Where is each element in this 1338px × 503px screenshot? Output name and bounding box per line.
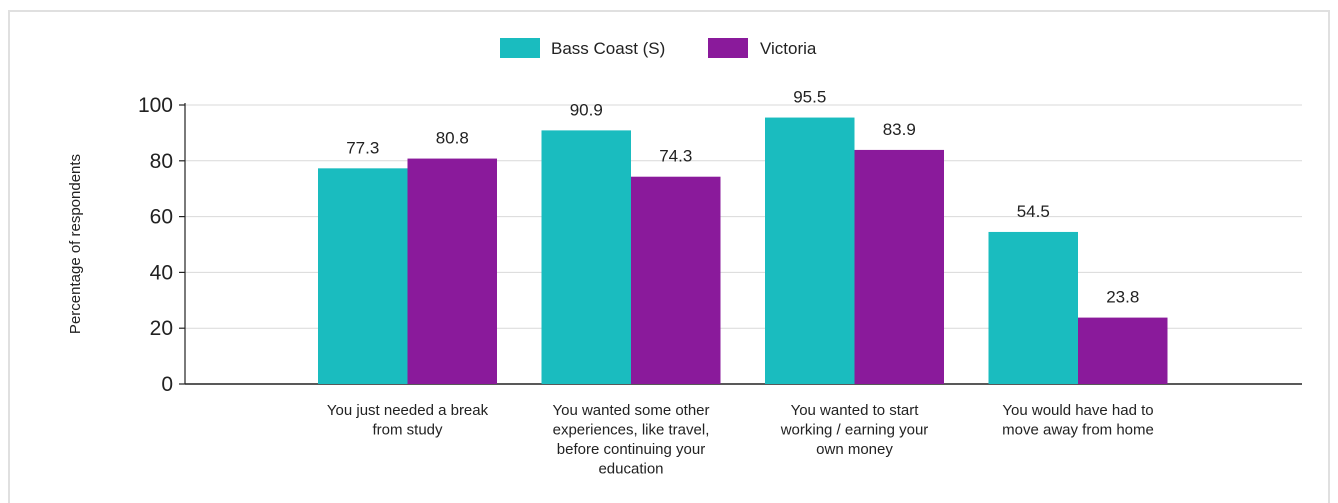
data-label: 83.9 [883, 120, 916, 139]
y-tick-label: 20 [150, 317, 173, 340]
y-tick-label: 60 [150, 206, 173, 229]
data-label: 90.9 [570, 100, 603, 119]
bar-bass-coast-1 [541, 130, 631, 384]
data-label: 95.5 [793, 88, 826, 107]
bar-victoria-2 [854, 149, 944, 384]
bar-bass-coast-3 [988, 231, 1078, 384]
data-label: 54.5 [1017, 202, 1050, 221]
bar-victoria-1 [631, 176, 721, 384]
data-label: 74.3 [659, 147, 692, 166]
legend-label-victoria: Victoria [760, 39, 817, 58]
y-tick-label: 80 [150, 150, 173, 173]
y-tick-label: 100 [138, 94, 173, 117]
bar-victoria-0 [407, 158, 497, 384]
category-label: You just needed a break from study [327, 402, 489, 439]
y-tick-label: 40 [150, 261, 173, 284]
data-label: 23.8 [1106, 288, 1139, 307]
category-label: You wanted to start working / earning you… [780, 402, 929, 458]
category-label: You wanted some other experiences, like t… [552, 402, 709, 478]
legend-label-bass-coast: Bass Coast (S) [551, 39, 665, 58]
bar-bass-coast-0 [318, 168, 408, 384]
y-axis-title: Percentage of respondents [67, 154, 84, 334]
data-label: 80.8 [436, 129, 469, 148]
legend-swatch-victoria [708, 38, 748, 58]
bar-bass-coast-2 [765, 117, 855, 385]
legend-swatch-bass-coast [500, 38, 540, 58]
y-tick-label: 0 [161, 373, 173, 396]
category-label: You would have had to move away from home [1002, 402, 1154, 439]
bar-victoria-3 [1078, 317, 1168, 384]
data-label: 77.3 [346, 138, 379, 157]
